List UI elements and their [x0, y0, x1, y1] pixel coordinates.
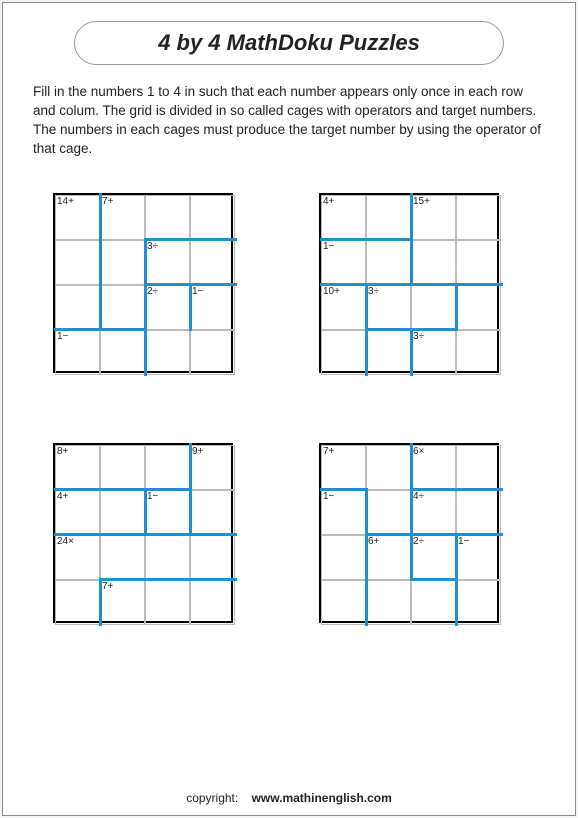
grid-cell — [145, 445, 190, 490]
grid-cell — [190, 240, 235, 285]
cage-border — [54, 488, 192, 491]
cage-clue: 3÷ — [368, 286, 379, 297]
cage-border — [365, 488, 368, 536]
grid-cell — [366, 580, 411, 625]
cage-clue: 7+ — [323, 446, 334, 457]
cage-border — [99, 193, 102, 331]
cage-border — [365, 283, 368, 331]
cage-clue: 3÷ — [147, 241, 158, 252]
grid-cell — [366, 490, 411, 535]
title-box: 4 by 4 MathDoku Puzzles — [74, 21, 504, 65]
grid-cell — [190, 535, 235, 580]
instructions-text: Fill in the numbers 1 to 4 in such that … — [33, 83, 545, 159]
mathdoku-puzzle: 8+ 9+ 4+ 1− 24× 7+ — [53, 443, 233, 623]
cage-border — [99, 578, 102, 626]
cage-border — [144, 328, 147, 376]
grid-cell — [145, 195, 190, 240]
grid-cell — [100, 285, 145, 330]
cage-clue: 7+ — [102, 196, 113, 207]
grid-cell — [366, 240, 411, 285]
grid-cell — [366, 330, 411, 375]
cage-clue: 9+ — [192, 446, 203, 457]
grid-cell — [456, 330, 501, 375]
grid-cell — [55, 580, 100, 625]
cage-border — [365, 328, 368, 376]
mathdoku-puzzle: 7+ 6× 1− 4÷ 6+ 2÷ 1− — [319, 443, 499, 623]
grid-cell — [321, 535, 366, 580]
grid-cell — [456, 240, 501, 285]
cage-clue: 8+ — [57, 446, 68, 457]
grid-cell — [456, 445, 501, 490]
page-title: 4 by 4 MathDoku Puzzles — [95, 30, 483, 56]
cage-clue: 14+ — [57, 196, 74, 207]
cage-clue: 15+ — [413, 196, 430, 207]
grid-cell — [456, 490, 501, 535]
grid-cell — [366, 195, 411, 240]
grid-cell — [456, 195, 501, 240]
footer: copyright: www.mathinenglish.com — [3, 791, 575, 805]
cage-clue: 4÷ — [413, 491, 424, 502]
puzzle-grid-container: 14+ 7+ 3÷ 2÷ 1− 1− 4+ 15+ 1− 10+ 3÷ 3÷ 8+ 9+ 4+ 1− 24×… — [33, 193, 545, 623]
cage-clue: 1− — [192, 286, 203, 297]
grid-cell — [55, 285, 100, 330]
grid-cell — [190, 580, 235, 625]
cage-clue: 2÷ — [413, 536, 424, 547]
grid-cell — [190, 330, 235, 375]
cage-border — [320, 283, 503, 286]
cage-clue: 6× — [413, 446, 424, 457]
cage-clue: 1− — [147, 491, 158, 502]
grid-cell — [366, 445, 411, 490]
cage-clue: 4+ — [57, 491, 68, 502]
cage-border — [365, 533, 503, 536]
grid-cell — [100, 490, 145, 535]
grid-cell — [145, 580, 190, 625]
mathdoku-puzzle: 4+ 15+ 1− 10+ 3÷ 3÷ — [319, 193, 499, 373]
cage-clue: 24× — [57, 536, 74, 547]
grid-cell — [411, 580, 456, 625]
cage-border — [144, 488, 147, 536]
grid-cell — [100, 535, 145, 580]
cage-clue: 1− — [458, 536, 469, 547]
cage-border — [144, 238, 237, 241]
grid-cell — [456, 580, 501, 625]
cage-clue: 1− — [57, 331, 68, 342]
cage-border — [54, 533, 237, 536]
cage-border — [410, 328, 413, 376]
cage-border — [410, 578, 458, 581]
grid-cell — [100, 240, 145, 285]
cage-border — [99, 578, 237, 581]
worksheet-page: 4 by 4 MathDoku Puzzles Fill in the numb… — [2, 2, 576, 816]
grid-cell — [321, 330, 366, 375]
cage-border — [410, 533, 413, 581]
site-url: www.mathinenglish.com — [252, 791, 392, 805]
cage-clue: 3÷ — [413, 331, 424, 342]
grid-cell — [100, 445, 145, 490]
cage-border — [455, 283, 458, 331]
cage-border — [54, 328, 147, 331]
cage-clue: 7+ — [102, 581, 113, 592]
grid-cell — [145, 535, 190, 580]
cage-clue: 2÷ — [147, 286, 158, 297]
cage-border — [320, 488, 368, 491]
cage-clue: 1− — [323, 241, 334, 252]
grid-cell — [190, 490, 235, 535]
cage-border — [189, 283, 192, 331]
cage-clue: 4+ — [323, 196, 334, 207]
mathdoku-puzzle: 14+ 7+ 3÷ 2÷ 1− 1− — [53, 193, 233, 373]
grid-cell — [411, 285, 456, 330]
copyright-label: copyright: — [186, 791, 238, 805]
grid-cell — [456, 285, 501, 330]
cage-border — [410, 488, 503, 491]
grid-cell — [145, 330, 190, 375]
grid-cell — [100, 330, 145, 375]
cage-clue: 10+ — [323, 286, 340, 297]
grid-cell — [321, 580, 366, 625]
grid-cell — [411, 240, 456, 285]
grid-cell — [55, 240, 100, 285]
cage-border — [365, 533, 368, 626]
grid-cell — [190, 195, 235, 240]
cage-border — [320, 238, 413, 241]
cage-clue: 1− — [323, 491, 334, 502]
cage-clue: 6+ — [368, 536, 379, 547]
